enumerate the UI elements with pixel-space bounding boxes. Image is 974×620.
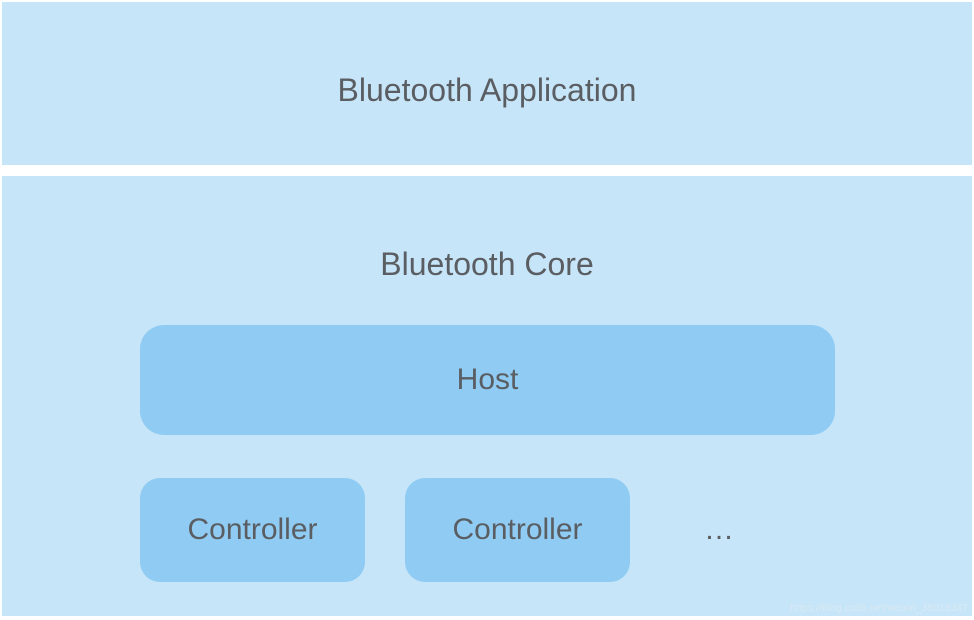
watermark: https://blog.csdn.net/weixin_35016347 xyxy=(790,603,968,614)
controller-label-1: Controller xyxy=(187,513,317,547)
core-layer-title: Bluetooth Core xyxy=(380,246,593,283)
controller-box-1: Controller xyxy=(140,478,365,582)
ellipsis-indicator: … xyxy=(690,510,750,550)
application-layer: Bluetooth Application xyxy=(2,2,972,165)
controller-box-2: Controller xyxy=(405,478,630,582)
watermark-text: https://blog.csdn.net/weixin_35016347 xyxy=(790,603,968,614)
host-label: Host xyxy=(457,363,519,397)
host-box: Host xyxy=(140,325,835,435)
application-layer-title: Bluetooth Application xyxy=(338,72,637,109)
ellipsis-text: … xyxy=(704,513,736,547)
controller-label-2: Controller xyxy=(452,513,582,547)
